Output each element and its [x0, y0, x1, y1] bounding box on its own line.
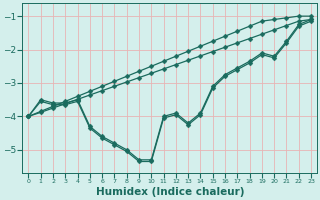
X-axis label: Humidex (Indice chaleur): Humidex (Indice chaleur) [95, 187, 244, 197]
